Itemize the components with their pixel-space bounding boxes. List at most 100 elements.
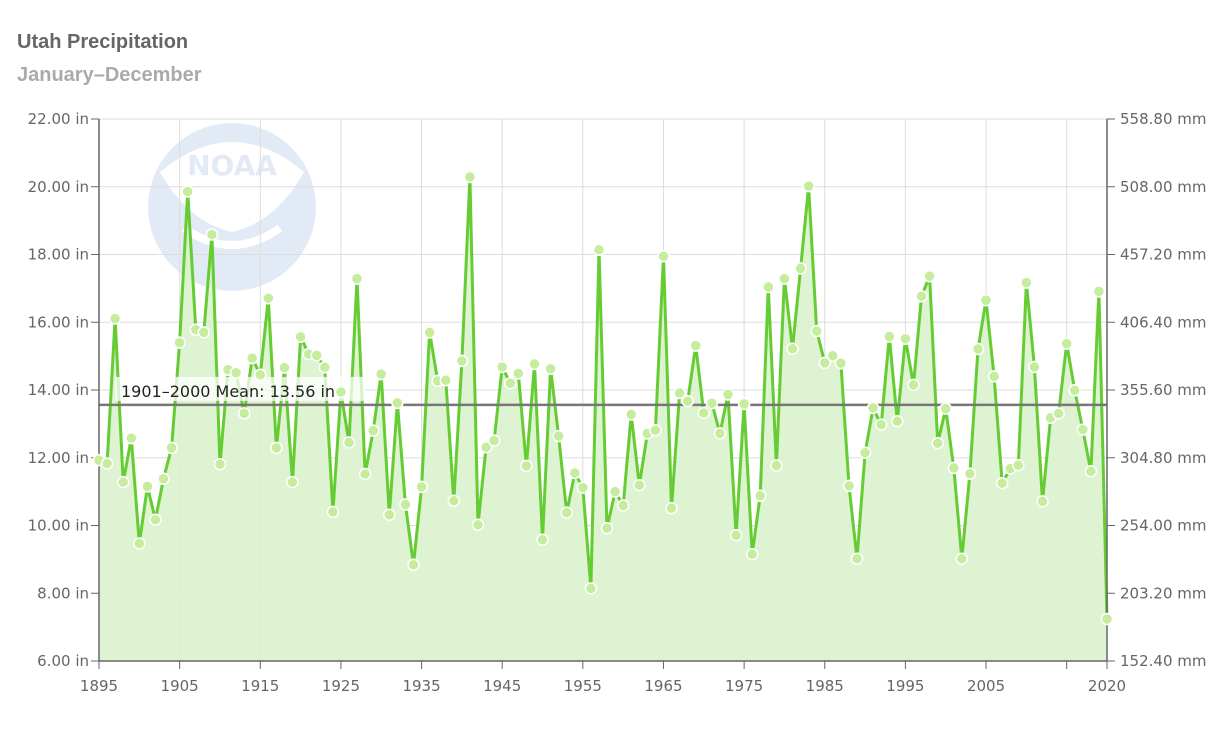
mean-label-background: [115, 376, 365, 401]
x-tick-label: 1955: [564, 677, 602, 695]
x-tick-label: 1915: [241, 677, 279, 695]
data-point: [125, 431, 138, 445]
data-point: [1076, 423, 1090, 436]
data-point: [358, 467, 372, 481]
y-tick-label-right: 254.00 mm: [1120, 517, 1206, 535]
y-tick-label-right: 203.20 mm: [1120, 584, 1206, 602]
data-point: [141, 480, 154, 493]
data-point: [205, 228, 219, 241]
data-point: [608, 485, 622, 498]
data-point: [157, 472, 170, 486]
data-point: [520, 459, 533, 473]
data-point: [100, 457, 114, 470]
data-point: [858, 446, 872, 459]
data-point: [1028, 360, 1041, 374]
data-point: [1012, 458, 1025, 472]
x-tick-label: 1935: [402, 677, 440, 695]
data-point: [883, 330, 896, 343]
data-point: [213, 457, 227, 471]
data-point: [197, 326, 211, 339]
data-point: [576, 481, 590, 494]
data-point: [512, 367, 525, 380]
data-point: [552, 429, 565, 443]
data-point: [350, 272, 364, 285]
data-point: [544, 362, 557, 375]
data-point: [697, 406, 711, 420]
data-point: [1036, 495, 1049, 508]
y-tick-label-left: 16.00 in: [28, 313, 89, 331]
x-tick-label: 1945: [483, 677, 521, 695]
y-tick-label-left: 20.00 in: [28, 178, 89, 196]
x-tick-label: 1975: [725, 677, 763, 695]
data-point: [979, 293, 993, 307]
data-point: [1100, 612, 1114, 626]
data-point: [600, 521, 614, 535]
data-point: [665, 501, 678, 515]
y-tick-label-left: 22.00 in: [28, 110, 89, 128]
data-point: [971, 342, 985, 356]
data-markers: [92, 170, 1114, 626]
data-point: [487, 434, 501, 447]
chart-title: Utah Precipitation: [17, 31, 189, 53]
data-point: [794, 262, 807, 275]
data-point: [705, 396, 719, 410]
data-point: [165, 441, 178, 455]
data-point: [536, 533, 549, 546]
y-tick-label-right: 406.40 mm: [1120, 313, 1206, 331]
data-point: [1060, 337, 1073, 350]
data-point: [955, 552, 969, 565]
data-point: [963, 467, 977, 480]
data-point: [471, 518, 485, 532]
data-point: [560, 506, 573, 519]
data-point: [278, 361, 291, 374]
data-point: [1020, 276, 1033, 289]
data-point: [181, 185, 194, 198]
x-tick-label: 1925: [322, 677, 360, 695]
x-tick-label: 1985: [806, 677, 844, 695]
data-point: [923, 269, 936, 283]
data-point: [649, 424, 662, 437]
y-tick-label-left: 12.00 in: [28, 449, 89, 467]
data-point: [326, 505, 340, 519]
y-tick-label-right: 152.40 mm: [1120, 652, 1206, 670]
noaa-logo: NOAA: [148, 123, 316, 291]
data-point: [229, 366, 243, 379]
x-tick-label: 2020: [1088, 677, 1126, 695]
data-point: [407, 558, 420, 572]
data-point: [770, 459, 783, 472]
data-point: [891, 414, 904, 428]
chart-subtitle: January–December: [17, 64, 202, 86]
data-point: [939, 402, 952, 415]
data-point: [254, 368, 267, 382]
data-point: [463, 170, 477, 184]
data-point: [479, 440, 493, 454]
data-point: [391, 396, 404, 410]
data-point: [616, 499, 630, 512]
noaa-logo-text: NOAA: [187, 149, 277, 182]
data-point: [729, 529, 743, 542]
data-point: [899, 332, 912, 346]
x-tick-label: 1905: [161, 677, 199, 695]
x-tick-label: 1995: [886, 677, 924, 695]
data-point: [318, 361, 332, 374]
data-point: [762, 280, 775, 294]
data-point: [713, 427, 727, 440]
data-point: [818, 356, 832, 370]
data-point: [842, 479, 856, 493]
data-point: [116, 475, 130, 489]
data-point: [915, 289, 928, 303]
data-point: [681, 394, 694, 408]
data-point: [504, 376, 517, 390]
data-point: [1052, 407, 1065, 420]
data-point: [874, 418, 888, 431]
data-point: [786, 342, 799, 355]
data-point: [850, 552, 864, 565]
data-point: [286, 475, 299, 489]
data-point: [108, 312, 122, 325]
x-tick-label: 1895: [80, 677, 118, 695]
data-point: [439, 373, 453, 387]
data-point: [592, 243, 606, 257]
data-point: [334, 385, 348, 399]
data-point: [310, 349, 323, 362]
data-point: [633, 478, 646, 492]
